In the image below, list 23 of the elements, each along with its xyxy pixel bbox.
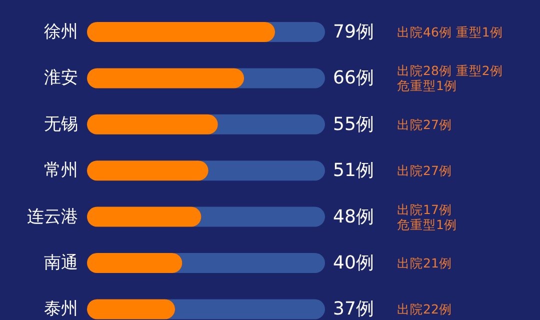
annotation: 危重型1例 [397, 216, 457, 232]
category-label: 泰州 [44, 299, 78, 320]
value-label: 51例 [333, 160, 374, 182]
annotation: 出院17例 [397, 202, 452, 217]
value-label: 66例 [333, 68, 374, 89]
value-label: 79例 [333, 22, 374, 42]
category-label: 连云港 [27, 206, 78, 227]
annotation: 危重型1例 [397, 78, 457, 94]
annotation: 出院46例 重型1例 [397, 24, 503, 40]
value-label: 40例 [333, 252, 374, 274]
category-label: 常州 [44, 160, 78, 181]
annotation: 出院27例 [397, 116, 452, 132]
category-label: 南通 [44, 253, 78, 273]
value-label: 48例 [333, 206, 374, 228]
category-label: 淮安 [44, 68, 78, 88]
annotation: 出院22例 [397, 302, 452, 317]
annotation: 出院28例 重型2例 [397, 63, 503, 78]
annotation: 出院27例 [397, 163, 452, 178]
annotation: 出院21例 [397, 256, 452, 270]
value-label: 55例 [333, 114, 374, 135]
category-label: 无锡 [44, 114, 78, 134]
value-label: 37例 [333, 298, 374, 320]
category-label: 徐州 [44, 22, 78, 42]
